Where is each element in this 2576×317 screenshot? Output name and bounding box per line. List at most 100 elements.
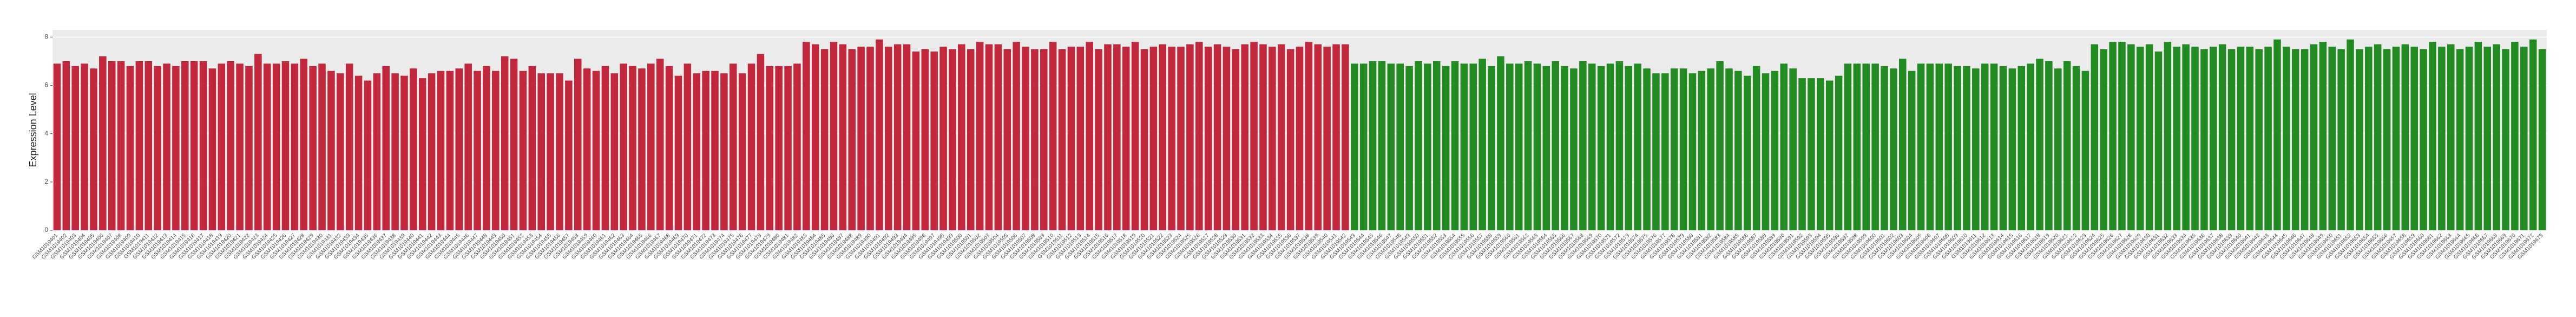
bar xyxy=(866,47,874,230)
bar xyxy=(1369,61,1377,230)
bar xyxy=(1606,63,1614,230)
bar xyxy=(2474,42,2482,230)
bar xyxy=(1259,44,1267,231)
bar xyxy=(757,54,765,231)
y-tick-label: 6 xyxy=(44,81,48,89)
bar xyxy=(702,70,709,230)
bar xyxy=(1314,44,1322,231)
bar xyxy=(501,56,509,231)
bar xyxy=(1387,63,1395,230)
bar xyxy=(2483,47,2492,230)
y-tick-label: 0 xyxy=(44,226,48,234)
bar xyxy=(236,63,244,230)
bar xyxy=(1432,61,1441,230)
bar xyxy=(665,66,673,231)
bar xyxy=(1853,63,1861,230)
bar xyxy=(1762,73,1770,230)
bar xyxy=(2200,49,2208,230)
bar xyxy=(2081,70,2089,230)
bar xyxy=(1113,44,1121,231)
bar xyxy=(1058,49,1066,230)
bar xyxy=(1588,63,1596,230)
bar xyxy=(1396,63,1404,230)
bar xyxy=(2493,44,2500,231)
bar xyxy=(1131,42,1139,230)
bar xyxy=(1460,63,1468,230)
bar xyxy=(2420,49,2427,230)
bar xyxy=(1204,47,1212,230)
bar xyxy=(601,66,609,231)
bar xyxy=(1159,44,1167,231)
bar xyxy=(2100,49,2107,230)
bar xyxy=(1497,56,1504,231)
bar xyxy=(2456,49,2464,230)
bar xyxy=(318,63,326,230)
bar xyxy=(857,47,865,230)
bar xyxy=(281,61,290,230)
bar xyxy=(2283,47,2290,230)
bar xyxy=(400,75,408,230)
bar xyxy=(1688,73,1697,230)
bar xyxy=(939,47,947,230)
bar xyxy=(2429,42,2436,230)
bar xyxy=(2091,44,2099,231)
bar xyxy=(99,56,107,231)
bar xyxy=(1926,63,1934,230)
bar xyxy=(1716,61,1724,230)
bar xyxy=(163,63,170,230)
bar xyxy=(1076,47,1085,230)
bar xyxy=(2337,49,2345,230)
bar xyxy=(1643,68,1651,230)
bar xyxy=(382,66,390,231)
bar xyxy=(537,73,545,230)
bar xyxy=(1022,47,1029,230)
bar xyxy=(354,75,363,230)
bar xyxy=(1149,47,1158,230)
bar xyxy=(620,63,627,230)
y-tick-label: 2 xyxy=(44,178,48,185)
bar xyxy=(1469,63,1477,230)
bar xyxy=(1067,47,1075,230)
bar xyxy=(53,63,61,230)
bar xyxy=(2218,44,2226,231)
y-tick-label: 4 xyxy=(44,130,48,137)
bar xyxy=(1415,61,1422,230)
bar xyxy=(1780,63,1788,230)
bar xyxy=(2410,47,2418,230)
bar xyxy=(1789,68,1797,230)
bar xyxy=(976,42,984,230)
bar xyxy=(1744,75,1751,230)
bar xyxy=(1634,63,1641,230)
bar xyxy=(1808,78,1815,231)
bar xyxy=(547,73,554,230)
bar xyxy=(1122,47,1130,230)
bar xyxy=(1250,42,1258,230)
bar xyxy=(2301,49,2309,230)
bar xyxy=(1899,59,1907,231)
bar xyxy=(1990,63,1998,230)
bar xyxy=(1488,66,1495,231)
bar xyxy=(811,44,819,231)
bar xyxy=(2164,42,2172,230)
bar xyxy=(2273,39,2281,230)
bar xyxy=(2136,47,2144,230)
bar xyxy=(949,49,956,230)
bar xyxy=(2109,42,2117,230)
bar xyxy=(1003,49,1011,230)
bar xyxy=(1881,66,1888,231)
bar xyxy=(2447,44,2455,231)
bar xyxy=(1213,44,1221,231)
bar xyxy=(1579,61,1587,230)
bar xyxy=(1752,66,1760,231)
bar xyxy=(2502,49,2509,230)
bar xyxy=(2538,49,2546,230)
bar xyxy=(1771,70,1779,230)
bar xyxy=(1378,61,1386,230)
bar xyxy=(1140,49,1148,230)
bar xyxy=(62,61,70,230)
bar xyxy=(144,61,153,230)
bar xyxy=(803,42,810,230)
bar xyxy=(738,73,746,230)
bar xyxy=(839,44,847,231)
bar xyxy=(1478,59,1486,231)
